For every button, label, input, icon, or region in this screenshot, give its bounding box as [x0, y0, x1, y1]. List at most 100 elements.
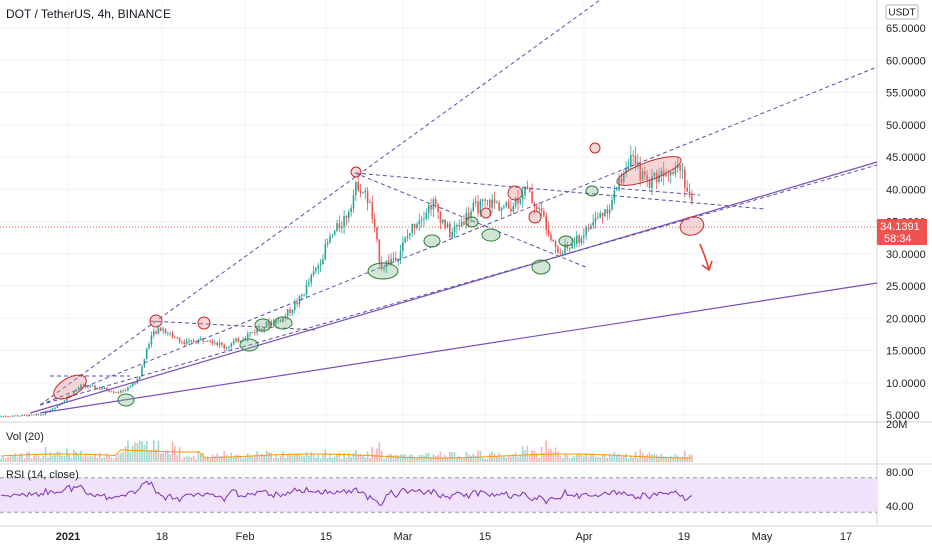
volume-bar: [526, 445, 529, 462]
support-marker: [585, 185, 599, 197]
candle-body: [122, 390, 124, 392]
price-tick-label: 45.0000: [886, 152, 926, 164]
candle-body: [63, 400, 66, 403]
volume-bar: [47, 457, 49, 462]
candle-body: [77, 387, 80, 390]
volume-bar: [458, 455, 461, 462]
candle-body: [481, 199, 484, 201]
candle-body: [376, 227, 378, 240]
candle-body: [305, 284, 308, 295]
volume-scale-label: 20M: [886, 419, 907, 431]
candle-body: [162, 328, 164, 331]
volume-bar: [58, 452, 61, 462]
volume-bar: [54, 453, 56, 462]
candle-body: [507, 202, 510, 209]
volume-bar: [207, 456, 209, 462]
volume-bar: [359, 454, 362, 462]
volume-bar: [209, 458, 211, 462]
volume-bar: [51, 455, 54, 462]
volume-bar: [301, 456, 303, 462]
candle-body: [110, 391, 113, 393]
candle-body: [543, 211, 545, 216]
candle-body: [120, 390, 122, 393]
candle-body: [56, 405, 59, 408]
volume-bar: [538, 457, 540, 462]
candle-body: [138, 376, 141, 380]
volume-bar: [94, 454, 96, 462]
candle-body: [308, 282, 310, 285]
volume-bar: [305, 452, 308, 462]
candle-body: [449, 223, 451, 238]
pattern-markers: [53, 142, 705, 407]
volume-bar: [21, 453, 23, 462]
volume-bar: [178, 447, 181, 462]
unit-box[interactable]: USDT: [885, 4, 919, 20]
volume-bar: [578, 453, 580, 462]
volume-bar: [644, 455, 646, 462]
volume-bar: [561, 457, 564, 462]
candle-body: [630, 155, 632, 167]
candle-body: [641, 171, 644, 181]
volume-bar: [103, 456, 106, 462]
volume-bar: [315, 457, 317, 462]
candle-body: [665, 174, 667, 177]
volume-bar: [637, 458, 639, 462]
candle-body: [0, 416, 2, 418]
candle-body: [207, 340, 209, 342]
candle-body: [131, 383, 134, 387]
resistance-marker: [589, 142, 601, 154]
price-tick-label: 25.0000: [886, 281, 926, 293]
candle-body: [434, 199, 437, 205]
volume-bar: [639, 449, 641, 462]
volume-bar: [160, 453, 162, 462]
candle-body: [235, 338, 237, 342]
candle-body: [298, 296, 301, 305]
candle-body: [317, 265, 320, 269]
volume-bar: [536, 453, 538, 462]
volume-bar: [329, 453, 331, 462]
volume-bar: [195, 459, 197, 462]
volume-bar: [169, 454, 171, 462]
candle-body: [505, 202, 508, 206]
volume-bar: [622, 456, 625, 462]
candle-body: [174, 337, 176, 338]
volume-bar: [150, 450, 153, 462]
candle-body: [526, 186, 529, 189]
candle-body: [155, 331, 157, 334]
volume-bar: [430, 457, 432, 462]
volume-bar: [474, 455, 477, 462]
candle-body: [333, 230, 336, 236]
rsi-panel-title: RSI (14, close): [6, 469, 79, 481]
candle-body: [456, 225, 458, 227]
volume-bar: [141, 441, 143, 462]
panel-separators: [0, 0, 932, 527]
candle-body: [474, 201, 477, 203]
candle-body: [585, 227, 587, 236]
volume-ma-line: [0, 449, 692, 459]
current-price-tag: 34.1391 58:34: [877, 219, 927, 245]
candle-body: [26, 415, 28, 417]
candle-body: [265, 321, 268, 328]
volume-bar: [143, 445, 146, 462]
time-axis[interactable]: 2021 18 Feb 15 Mar 15 Apr 19 May 17: [56, 531, 852, 543]
volume-bar: [279, 456, 282, 462]
candle-body: [653, 172, 656, 177]
volume-bar: [155, 449, 157, 462]
volume-bar: [665, 456, 667, 462]
candle-body: [594, 217, 597, 222]
volume-bar: [651, 454, 653, 462]
volume-bar: [545, 440, 547, 462]
rsi-tick-40: 40.00: [886, 501, 914, 513]
candle-body: [176, 337, 179, 339]
candle-body: [418, 220, 421, 225]
volume-bar: [446, 457, 449, 462]
candle-body: [282, 317, 284, 322]
volume-bar: [49, 452, 52, 462]
rsi-line: [0, 480, 693, 506]
candle-body: [105, 387, 108, 391]
candle-body: [152, 331, 155, 336]
volume-bar: [84, 453, 87, 462]
volume-bar: [357, 455, 359, 462]
candle-body: [28, 414, 30, 417]
candle-body: [84, 384, 87, 387]
